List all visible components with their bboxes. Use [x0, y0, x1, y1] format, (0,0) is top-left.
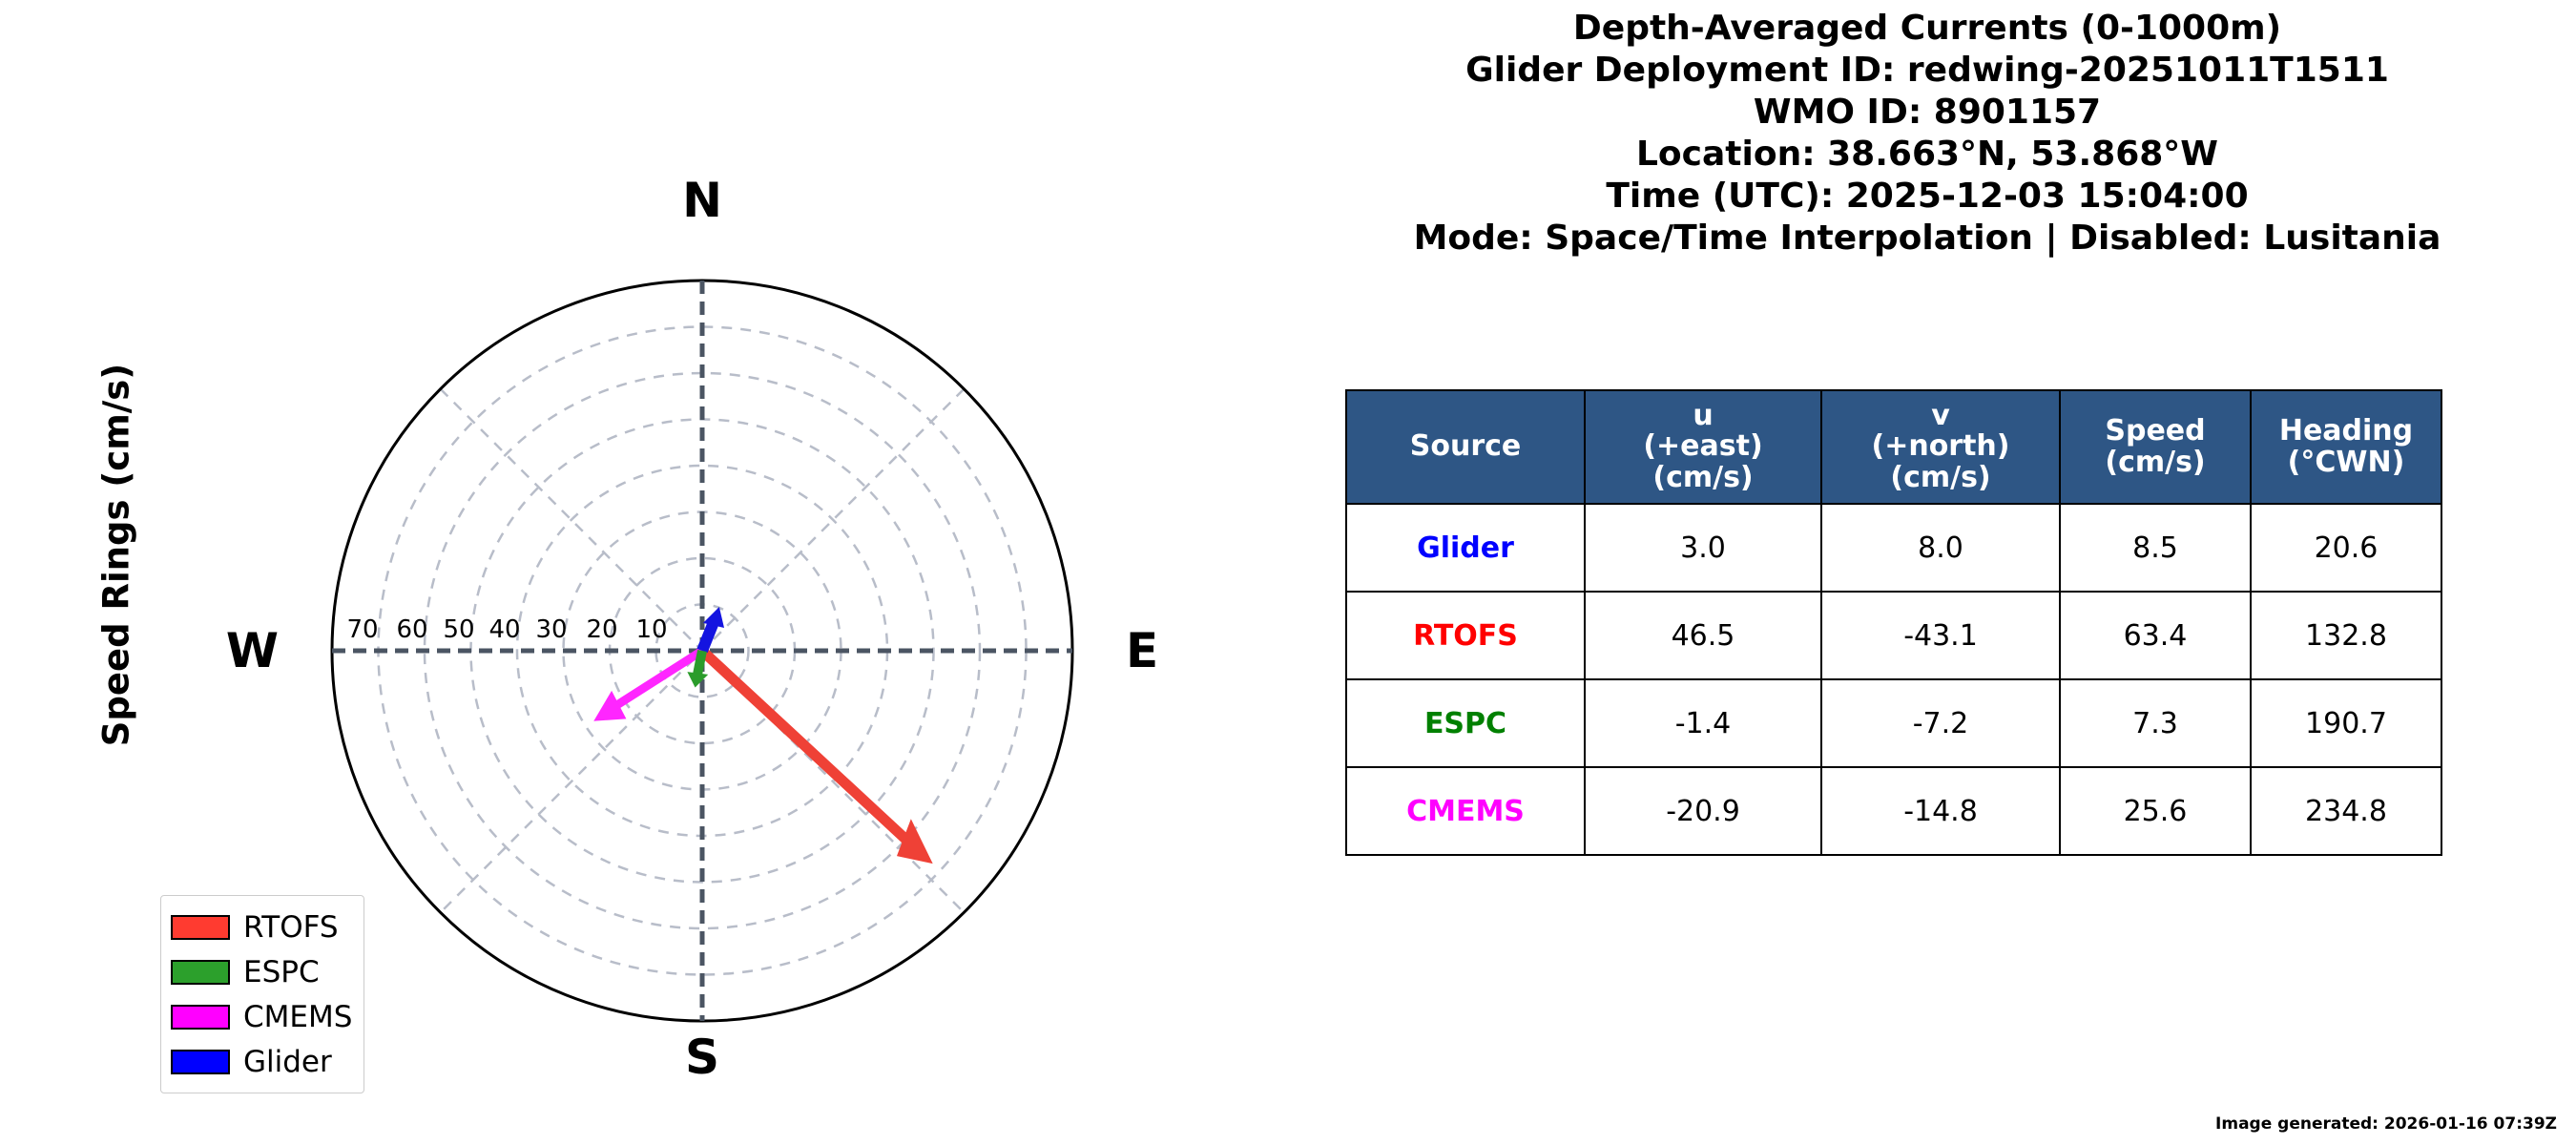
vector-arrow-espc — [687, 650, 709, 688]
info-panel: Depth-Averaged Currents (0-1000m) Glider… — [1278, 0, 2576, 1145]
header-text-u-unit: (cm/s) — [1652, 460, 1754, 494]
speed-rings-axis-label: Speed Rings (cm/s) — [95, 363, 137, 747]
polar-plot-panel: 70 60 50 40 30 20 10 Spe — [0, 0, 1278, 1145]
speed-ring-tick-labels: 70 60 50 40 30 20 10 — [346, 615, 667, 644]
column-header-u: u (+east) (cm/s) — [1584, 388, 1822, 506]
ring-tick-40: 40 — [488, 615, 520, 644]
legend-swatch-espc — [171, 959, 230, 985]
ring-tick-50: 50 — [443, 615, 474, 644]
header-text-heading: Heading — [2278, 414, 2414, 448]
polar-current-rose: 70 60 50 40 30 20 10 — [330, 279, 1074, 1023]
cell-heading-cmems: 234.8 — [2250, 766, 2442, 857]
legend-swatch-glider — [171, 1049, 230, 1074]
compass-label-north: N — [682, 173, 722, 228]
vector-arrow-cmems — [593, 647, 705, 721]
table-row: RTOFS 46.5 -43.1 63.4 132.8 — [1345, 591, 2442, 681]
ring-tick-70: 70 — [346, 615, 378, 644]
cell-speed-espc: 7.3 — [2059, 678, 2252, 769]
header-text-v-dir: (+north) — [1871, 429, 2010, 464]
cell-u-espc: -1.4 — [1584, 678, 1822, 769]
title-line-currents: Depth-Averaged Currents (0-1000m) — [1572, 9, 2282, 48]
legend-label-rtofs: RTOFS — [243, 909, 339, 945]
cell-v-rtofs: -43.1 — [1820, 591, 2061, 681]
compass-label-south: S — [684, 1030, 720, 1085]
compass-label-east: E — [1126, 623, 1159, 678]
legend-swatch-cmems — [171, 1004, 230, 1030]
title-line-mode: Mode: Space/Time Interpolation | Disable… — [1413, 218, 2441, 258]
legend-item-rtofs: RTOFS — [171, 905, 352, 949]
header-text-u-symbol: u — [1693, 399, 1714, 432]
page-title: Depth-Averaged Currents (0-1000m) Glider… — [1278, 8, 2576, 259]
legend-label-cmems: CMEMS — [243, 999, 353, 1034]
table-header-row: Source u (+east) (cm/s) v (+north) (cm/s… — [1345, 388, 2442, 506]
cell-source-espc: ESPC — [1345, 678, 1586, 769]
cell-v-espc: -7.2 — [1820, 678, 2061, 769]
title-line-wmo-id: WMO ID: 8901157 — [1753, 92, 2102, 132]
header-text-source: Source — [1409, 429, 1522, 464]
column-header-speed: Speed (cm/s) — [2059, 388, 2252, 506]
vector-arrow-glider — [696, 607, 725, 654]
legend-label-glider: Glider — [243, 1044, 332, 1079]
cell-heading-glider: 20.6 — [2250, 503, 2442, 593]
legend-item-espc: ESPC — [171, 949, 352, 994]
cell-v-cmems: -14.8 — [1820, 766, 2061, 857]
table-row: ESPC -1.4 -7.2 7.3 190.7 — [1345, 678, 2442, 769]
title-line-time: Time (UTC): 2025-12-03 15:04:00 — [1606, 176, 2249, 216]
legend-item-cmems: CMEMS — [171, 994, 352, 1039]
cell-speed-cmems: 25.6 — [2059, 766, 2252, 857]
ring-tick-10: 10 — [635, 615, 667, 644]
ring-tick-20: 20 — [586, 615, 617, 644]
plot-legend: RTOFS ESPC CMEMS Glider — [160, 895, 365, 1093]
header-text-u-dir: (+east) — [1643, 429, 1763, 464]
table-row: Glider 3.0 8.0 8.5 20.6 — [1345, 503, 2442, 593]
column-header-heading: Heading (°CWN) — [2250, 388, 2442, 506]
currents-table: Source u (+east) (cm/s) v (+north) (cm/s… — [1345, 388, 2442, 857]
legend-swatch-rtofs — [171, 914, 230, 940]
header-text-v-symbol: v — [1931, 399, 1950, 432]
header-text-v-unit: (cm/s) — [1890, 460, 1991, 494]
cell-heading-espc: 190.7 — [2250, 678, 2442, 769]
title-line-location: Location: 38.663°N, 53.868°W — [1635, 134, 2219, 174]
legend-item-glider: Glider — [171, 1039, 352, 1084]
header-text-speed: Speed — [2105, 414, 2206, 448]
ring-tick-30: 30 — [535, 615, 567, 644]
cell-speed-glider: 8.5 — [2059, 503, 2252, 593]
column-header-source: Source — [1345, 388, 1586, 506]
table-row: CMEMS -20.9 -14.8 25.6 234.8 — [1345, 766, 2442, 857]
cell-u-cmems: -20.9 — [1584, 766, 1822, 857]
header-text-heading-unit: (°CWN) — [2287, 445, 2405, 479]
cell-source-glider: Glider — [1345, 503, 1586, 593]
header-text-speed-unit: (cm/s) — [2105, 445, 2206, 479]
image-generated-timestamp: Image generated: 2026-01-16 07:39Z — [2215, 1114, 2557, 1134]
cell-source-rtofs: RTOFS — [1345, 591, 1586, 681]
cell-u-glider: 3.0 — [1584, 503, 1822, 593]
cell-u-rtofs: 46.5 — [1584, 591, 1822, 681]
compass-label-west: W — [225, 623, 279, 678]
title-line-deployment-id: Glider Deployment ID: redwing-20251011T1… — [1465, 50, 2389, 90]
ring-tick-60: 60 — [396, 615, 427, 644]
cell-heading-rtofs: 132.8 — [2250, 591, 2442, 681]
vector-arrow-rtofs — [698, 646, 933, 864]
cell-v-glider: 8.0 — [1820, 503, 2061, 593]
column-header-v: v (+north) (cm/s) — [1820, 388, 2061, 506]
legend-label-espc: ESPC — [243, 954, 320, 989]
cell-speed-rtofs: 63.4 — [2059, 591, 2252, 681]
cell-source-cmems: CMEMS — [1345, 766, 1586, 857]
